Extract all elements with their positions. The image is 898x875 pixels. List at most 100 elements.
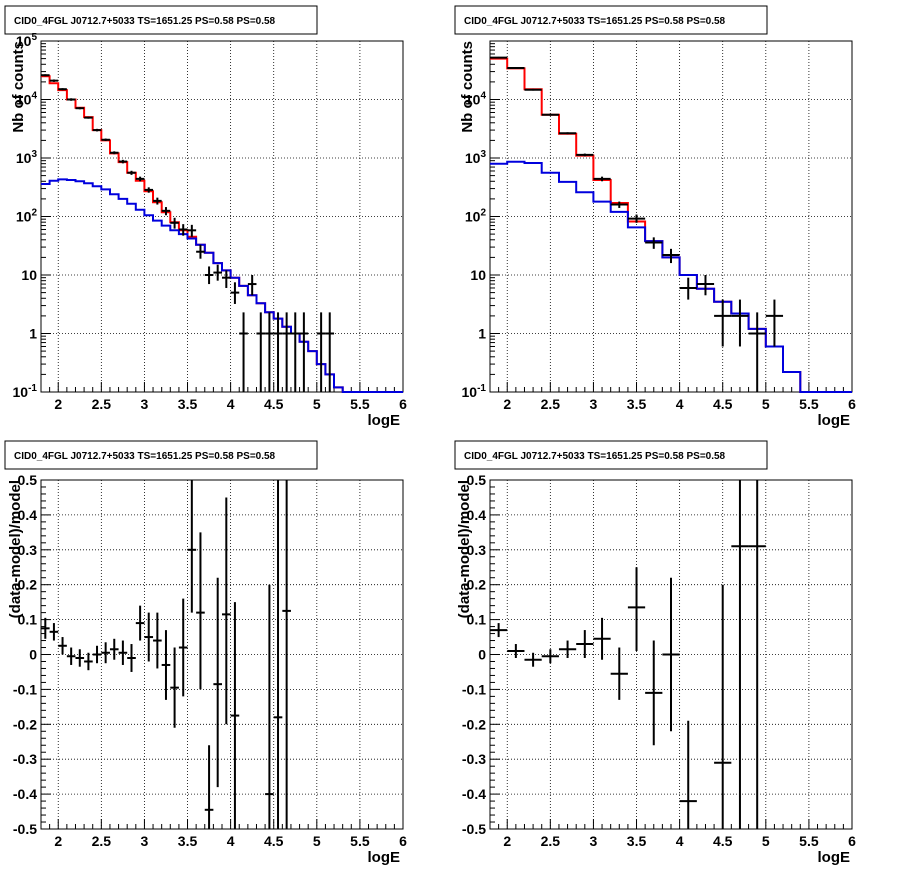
y-tick-label: -0.5 (13, 821, 37, 837)
x-tick-label: 4.5 (713, 833, 733, 849)
source-model-histogram (41, 178, 403, 393)
y-tick-label: -0.2 (462, 716, 486, 732)
data-point (187, 480, 197, 613)
data-point (541, 649, 559, 664)
panel-1-xlabel: logE (368, 412, 401, 429)
panel-3: CID0_4FGL J0712.7+5033 TS=1651.25 PS=0.5… (4, 440, 407, 866)
panel-2-xlabel: logE (818, 412, 851, 429)
data-point (178, 598, 188, 697)
x-tick-label: 4.5 (264, 396, 284, 412)
data-point (576, 630, 594, 658)
panel-2-ylabel: Nb of counts (459, 41, 476, 133)
panel-3-plot: 2 2.5 3 3.5 4 4.5 5 5.5 6 -0.5 -0.4 -0.3 -0.2 -0.1 0 0.… (13, 472, 407, 849)
y-tick-label: 0.3 (467, 542, 487, 558)
data-point (299, 312, 309, 392)
y-tick-label: 10 (21, 267, 37, 283)
panel-4-title: CID0_4FGL J0712.7+5033 TS=1651.25 PS=0.5… (464, 451, 726, 462)
data-point (109, 151, 119, 155)
data-point (222, 497, 231, 725)
panel-1-plot: 2 2.5 3 3.5 4 4.5 5 5.5 6 10-1 1 10 102 103 104 105 (13, 32, 408, 412)
panel-3-title: CID0_4FGL J0712.7+5033 TS=1651.25 PS=0.5… (14, 451, 276, 462)
data-point (75, 649, 85, 667)
y-tick-label: 103 (16, 149, 38, 166)
x-tick-label: 5.5 (350, 833, 370, 849)
y-tick-label: 104 (465, 91, 487, 108)
data-point (92, 128, 102, 132)
y-tick-label: 10-1 (13, 383, 38, 400)
data-point (490, 56, 508, 59)
data-point (196, 244, 205, 259)
data-point (662, 577, 680, 732)
x-tick-label: 4 (227, 396, 235, 412)
data-point (282, 480, 291, 829)
data-point (144, 612, 154, 662)
grid (41, 41, 403, 392)
panel-1-ylabel: Nb of counts (10, 41, 27, 133)
data-point (576, 153, 594, 157)
total-model-histogram (41, 75, 403, 393)
x-tick-label: 5 (762, 833, 770, 849)
y-tick-label: 1 (29, 326, 37, 342)
data-point (170, 647, 179, 728)
data-point (41, 74, 50, 77)
y-tick-label: 0 (29, 647, 37, 663)
y-tick-label: -0.5 (462, 821, 486, 837)
data-point (222, 270, 231, 288)
data-point (144, 187, 154, 193)
data-point (196, 532, 205, 690)
data-point (101, 642, 110, 664)
data-point (127, 170, 136, 175)
x-tick-label: 4 (676, 396, 684, 412)
data-point (696, 275, 715, 296)
data-point (178, 224, 188, 236)
y-tick-label: 0.5 (467, 472, 487, 488)
data-point (593, 176, 611, 182)
data-point (66, 647, 76, 665)
data-point (325, 312, 335, 392)
x-tick-label: 5 (762, 396, 770, 412)
panel-2: CID0_4FGL J0712.7+5033 TS=1651.25 PS=0.5… (454, 5, 856, 429)
data-point (645, 640, 663, 746)
grid (41, 480, 403, 829)
data-point (282, 312, 291, 392)
data-point (731, 480, 749, 829)
x-axis: 2 2.5 3 3.5 4 4.5 5 5.5 6 (40, 382, 407, 412)
data-point (41, 617, 50, 639)
data-point (765, 299, 784, 347)
panel-3-ylabel: (data-model)/model (7, 480, 24, 618)
x-tick-label: 2.5 (92, 833, 112, 849)
y-tick-label: 105 (16, 32, 38, 49)
y-tick-label: 102 (465, 208, 487, 225)
data-point (230, 602, 240, 829)
y-tick-label: 0.3 (18, 542, 38, 558)
data-point (714, 584, 732, 829)
y-tick-label: 0.2 (467, 577, 487, 593)
data-point (92, 645, 102, 664)
data-points (490, 56, 784, 392)
y-axis: 10-1 1 10 102 103 104 105 (13, 32, 51, 400)
y-tick-label: 0.2 (18, 577, 38, 593)
data-point (247, 275, 257, 296)
data-point (524, 88, 542, 91)
data-point (273, 480, 283, 829)
y-tick-label: -0.1 (13, 681, 37, 697)
data-point (66, 98, 76, 101)
panel-3-xlabel: logE (368, 849, 401, 866)
panel-2-title: CID0_4FGL J0712.7+5033 TS=1651.25 PS=0.5… (464, 16, 726, 27)
y-tick-label: -0.4 (13, 786, 37, 802)
data-point (118, 159, 128, 164)
source-model-histogram (490, 160, 852, 393)
data-point (127, 644, 136, 672)
data-point (204, 266, 214, 285)
panel-4-title-box (454, 440, 768, 470)
data-point (230, 282, 240, 304)
data-point (524, 652, 542, 667)
x-tick-label: 3 (590, 833, 598, 849)
y-axis: -0.5 -0.4 -0.3 -0.2 -0.1 0 0.1 0.2 0.3 0.4 0.5 (462, 472, 500, 837)
panel-2-title-box (454, 5, 768, 35)
x-tick-label: 3.5 (627, 396, 647, 412)
data-point (135, 605, 145, 641)
y-tick-label: 0.1 (18, 612, 38, 628)
data-point (541, 113, 559, 116)
